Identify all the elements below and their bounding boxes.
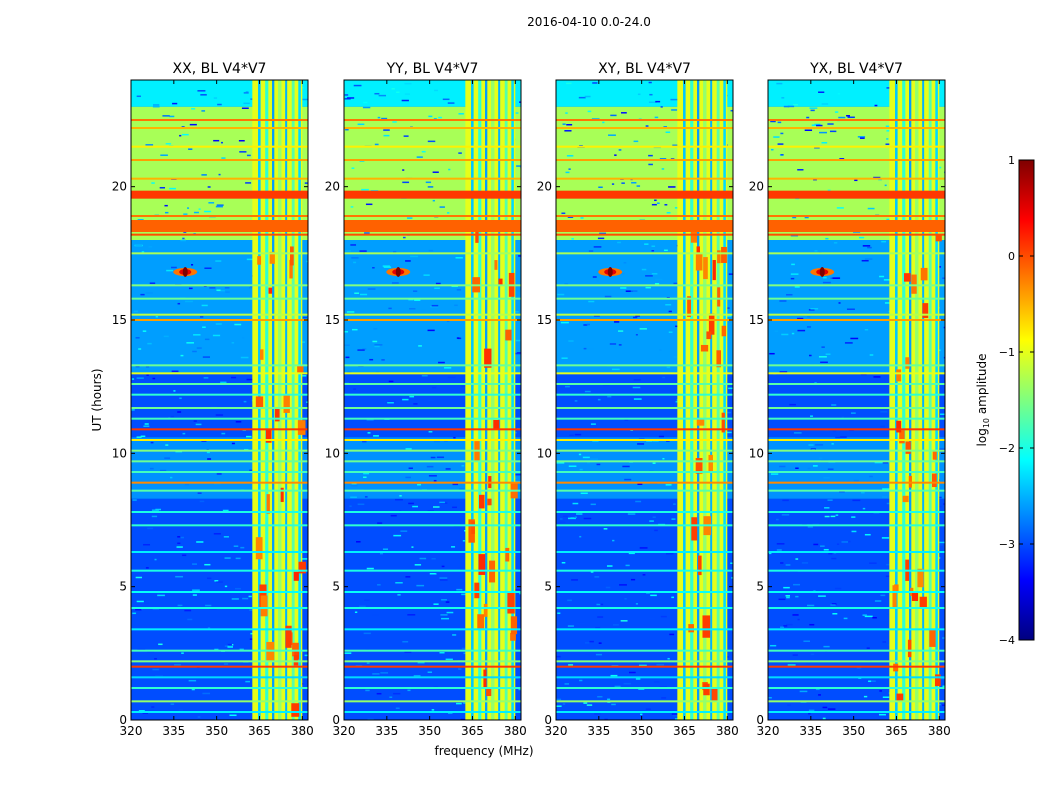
y-tick-label: 5	[119, 580, 127, 594]
y-tick-label: 20	[749, 180, 764, 194]
colorbar-tick-label: −1	[999, 346, 1015, 359]
x-tick-label: 350	[418, 724, 441, 738]
panel-title: XY, BL V4*V7	[598, 61, 691, 77]
panel-yx: YX, BL V4*V7 320 335 350 365 380 0 5 10 15 20	[749, 61, 951, 738]
x-tick-label: 380	[291, 724, 314, 738]
figure-title: 2016-04-10 0.0-24.0	[527, 15, 651, 29]
x-tick-label: 320	[545, 724, 568, 738]
x-tick-label: 365	[885, 724, 908, 738]
x-tick-label: 335	[375, 724, 398, 738]
x-tick-label: 365	[673, 724, 696, 738]
y-tick-label: 10	[537, 446, 552, 460]
y-tick-label: 20	[537, 180, 552, 194]
panel-yy: YY, BL V4*V7 320 335 350 365 380 0 5 10 15 20	[325, 61, 527, 738]
spectrogram-image	[131, 80, 308, 720]
y-tick-label: 5	[332, 580, 340, 594]
x-tick-label: 380	[504, 724, 527, 738]
colorbar-label-prefix: log	[975, 428, 989, 446]
panel-title: YY, BL V4*V7	[386, 61, 479, 77]
colorbar-label-suffix: amplitude	[975, 354, 989, 418]
x-tick-label: 350	[842, 724, 865, 738]
axes-frame	[767, 79, 946, 721]
colorbar: 1 0 −1 −2 −3 −4	[999, 154, 1035, 647]
x-tick-label: 320	[333, 724, 356, 738]
panel-title: XX, BL V4*V7	[173, 61, 267, 77]
y-tick-label: 15	[749, 313, 764, 327]
panel-xy: XY, BL V4*V7 320 335 350 365 380 0 5 10 15 20	[537, 61, 739, 738]
y-tick-label: 15	[112, 313, 127, 327]
x-tick-label: 320	[120, 724, 143, 738]
colorbar-label-subscript: 10	[982, 418, 991, 428]
y-axis-label: UT (hours)	[90, 368, 104, 431]
panel-xx: XX, BL V4*V7 320 335 350 365 380 0 5 10 15 20	[112, 61, 314, 738]
y-tick-label: 10	[112, 446, 127, 460]
panel-title: YX, BL V4*V7	[809, 61, 903, 77]
axes-frame	[130, 79, 309, 721]
x-tick-label: 365	[248, 724, 271, 738]
x-tick-label: 350	[630, 724, 653, 738]
spectrogram-image	[344, 80, 521, 720]
axes-frame	[343, 79, 522, 721]
y-tick-label: 20	[325, 180, 340, 194]
y-tick-label: 20	[112, 180, 127, 194]
y-tick-label: 10	[749, 446, 764, 460]
x-tick-label: 380	[716, 724, 739, 738]
colorbar-tick-label: 0	[1008, 250, 1015, 263]
x-axis-label: frequency (MHz)	[434, 744, 533, 758]
x-tick-label: 335	[162, 724, 185, 738]
y-tick-label: 10	[325, 446, 340, 460]
y-tick-label: 0	[544, 713, 552, 727]
x-tick-label: 335	[799, 724, 822, 738]
x-tick-label: 335	[587, 724, 610, 738]
spectrogram-image	[556, 80, 733, 720]
axes-frame	[555, 79, 734, 721]
y-tick-label: 0	[332, 713, 340, 727]
y-tick-label: 5	[544, 580, 552, 594]
colorbar-tick-label: −3	[999, 538, 1015, 551]
colorbar-tick-label: −4	[999, 634, 1015, 647]
y-tick-label: 15	[537, 313, 552, 327]
x-tick-label: 365	[461, 724, 484, 738]
y-tick-label: 0	[756, 713, 764, 727]
colorbar-gradient	[1018, 159, 1035, 641]
x-tick-label: 350	[205, 724, 228, 738]
y-tick-label: 5	[756, 580, 764, 594]
y-tick-label: 15	[325, 313, 340, 327]
y-tick-label: 0	[119, 713, 127, 727]
spectrogram-image	[768, 80, 945, 720]
colorbar-label: log10 amplitude	[975, 354, 991, 447]
colorbar-tick-label: −2	[999, 442, 1015, 455]
x-tick-label: 320	[757, 724, 780, 738]
colorbar-tick-label: 1	[1008, 154, 1015, 167]
x-tick-label: 380	[928, 724, 951, 738]
